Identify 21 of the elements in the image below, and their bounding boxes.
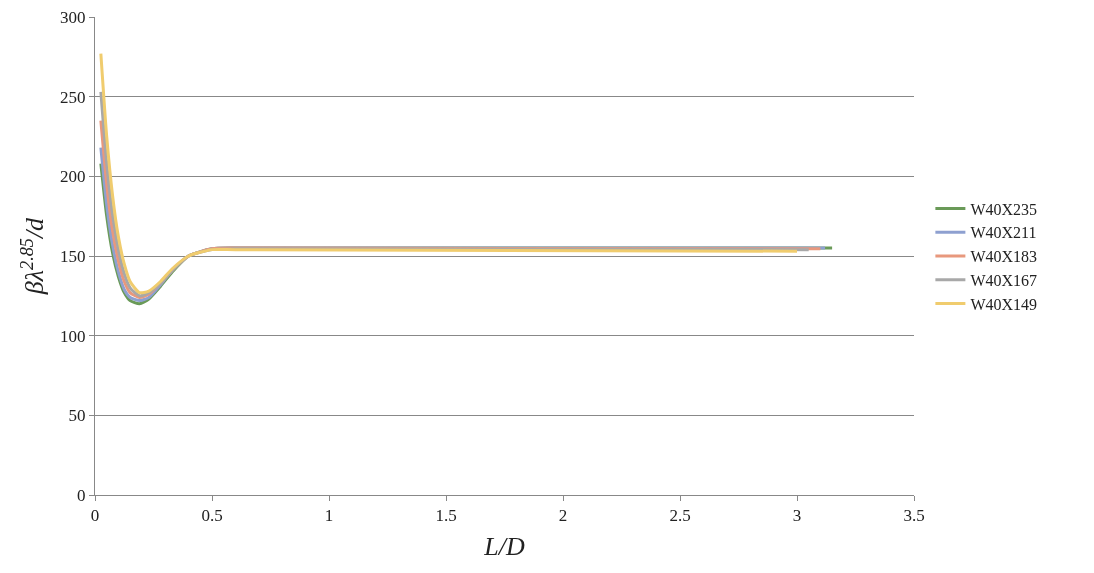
x-axis-title: L/D bbox=[483, 532, 525, 562]
y-tick-label: 100 bbox=[60, 326, 86, 346]
legend-label: W40X183 bbox=[970, 248, 1038, 266]
legend-label: W40X235 bbox=[970, 200, 1038, 218]
y-tick-label: 200 bbox=[60, 167, 86, 187]
y-tick-label: 250 bbox=[60, 87, 86, 107]
x-tick-label: 0 bbox=[90, 506, 100, 526]
legend-label: W40X167 bbox=[970, 272, 1038, 290]
x-tick-label: 2.5 bbox=[669, 506, 691, 526]
x-tick-label: 1 bbox=[324, 506, 334, 526]
legend-label: W40X211 bbox=[970, 224, 1037, 242]
y-tick-label: 150 bbox=[60, 246, 86, 266]
x-tick-label: 3 bbox=[792, 506, 802, 526]
x-tick-label: 3.5 bbox=[903, 506, 925, 526]
legend-label: W40X149 bbox=[970, 295, 1038, 313]
x-tick-label: 0.5 bbox=[201, 506, 223, 526]
x-tick-label: 1.5 bbox=[435, 506, 457, 526]
x-tick-label: 2 bbox=[558, 506, 568, 526]
y-tick-label: 50 bbox=[68, 406, 86, 426]
y-tick-label: 0 bbox=[77, 485, 86, 505]
y-tick-label: 300 bbox=[60, 7, 86, 27]
